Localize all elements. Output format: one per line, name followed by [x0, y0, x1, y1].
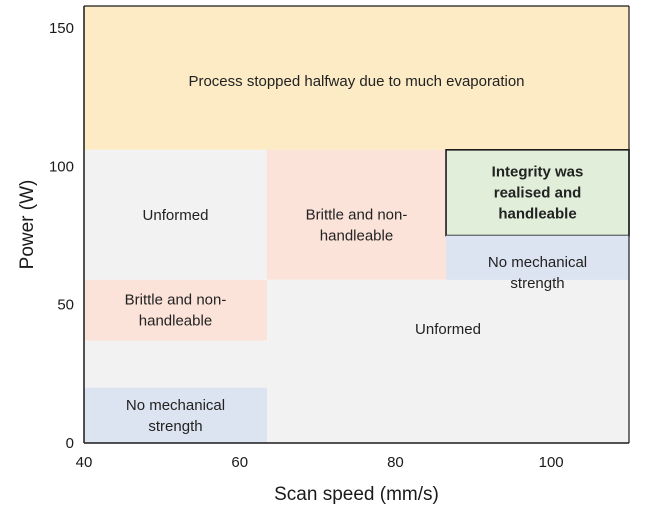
region-label-7: No mechanical strength: [126, 397, 225, 435]
y-tick-label: 50: [57, 297, 74, 314]
region-label-0: Process stopped halfway due to much evap…: [188, 73, 524, 90]
x-tick-label: 80: [387, 454, 404, 471]
x-tick-label: 60: [231, 454, 248, 471]
region-label-1: Unformed: [143, 207, 209, 224]
region-0: [84, 6, 629, 150]
region-label-3: Integrity was realised and handleable: [492, 164, 584, 223]
region-3: [445, 149, 630, 237]
region-labels-layer: Process stopped halfway due to much evap…: [125, 73, 588, 435]
region-6: [266, 279, 629, 443]
y-tick-label: 100: [49, 158, 74, 175]
region-label-6: Unformed: [415, 321, 481, 338]
x-axis-ticks: 40 60 80 100: [76, 454, 564, 471]
y-tick-label: 0: [66, 435, 74, 452]
x-tick-label: 100: [539, 454, 564, 471]
region-7: [84, 387, 267, 443]
y-axis-ticks: 0 50 100 150: [49, 20, 74, 452]
x-axis-label: Scan speed (mm/s): [274, 484, 439, 505]
region-1: [84, 149, 267, 280]
region-2: [266, 149, 447, 280]
region-label-4: No mechanical strength: [488, 254, 587, 292]
region-label-2: Brittle and non-handleable: [306, 207, 408, 245]
regions-layer: [84, 6, 630, 443]
background-region-0: [84, 340, 267, 388]
plot-frame: [83, 5, 630, 444]
y-tick-label: 150: [49, 20, 74, 37]
x-tick-label: 40: [76, 454, 93, 471]
region-5: [84, 279, 267, 341]
y-axis-label: Power (W): [17, 180, 38, 270]
region-label-5: Brittle and non-handleable: [125, 292, 227, 330]
